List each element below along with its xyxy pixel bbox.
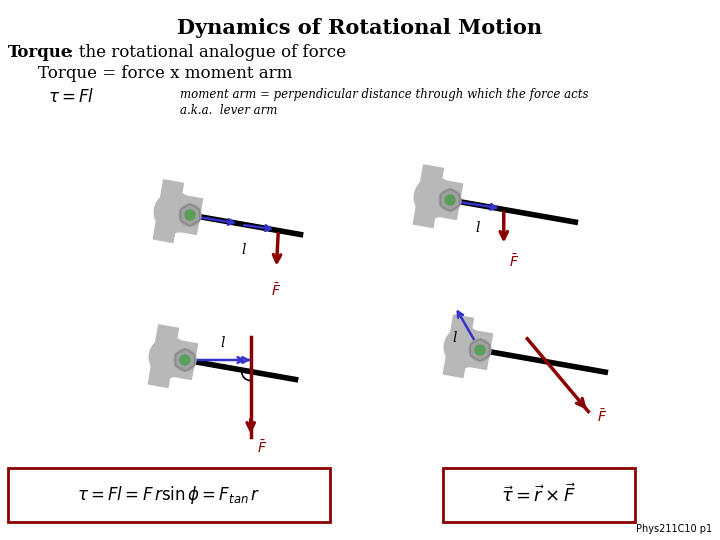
Polygon shape	[413, 212, 435, 227]
Polygon shape	[422, 165, 444, 180]
Text: $\bar{F}$: $\bar{F}$	[257, 440, 267, 456]
Circle shape	[469, 339, 491, 361]
Circle shape	[149, 337, 189, 377]
Circle shape	[414, 177, 454, 217]
Circle shape	[444, 327, 485, 367]
Polygon shape	[444, 362, 465, 377]
Polygon shape	[157, 325, 179, 340]
Polygon shape	[161, 180, 184, 195]
FancyBboxPatch shape	[8, 468, 330, 522]
Polygon shape	[148, 372, 170, 388]
Circle shape	[180, 355, 190, 365]
Text: $\tau = Fl$: $\tau = Fl$	[48, 88, 94, 106]
Text: Phys211C10 p1: Phys211C10 p1	[636, 524, 712, 534]
Circle shape	[445, 195, 455, 205]
Circle shape	[475, 345, 485, 355]
Text: l: l	[452, 331, 456, 345]
Text: l: l	[476, 221, 480, 235]
Text: $\tau = Fl = F\,r\sin\phi = F_{tan}\,r$: $\tau = Fl = F\,r\sin\phi = F_{tan}\,r$	[77, 484, 261, 506]
Polygon shape	[446, 327, 492, 369]
Text: l: l	[242, 242, 246, 256]
Circle shape	[179, 204, 201, 226]
Text: Torque: Torque	[8, 44, 73, 61]
Circle shape	[154, 192, 194, 232]
FancyBboxPatch shape	[443, 468, 635, 522]
Text: $\vec{\tau} = \vec{r} \times \vec{F}$: $\vec{\tau} = \vec{r} \times \vec{F}$	[502, 484, 577, 507]
Polygon shape	[156, 192, 202, 234]
Circle shape	[439, 189, 461, 211]
Text: $\bar{F}$: $\bar{F}$	[271, 282, 282, 299]
Polygon shape	[150, 337, 197, 380]
Circle shape	[174, 349, 196, 371]
Circle shape	[185, 210, 195, 220]
Text: l: l	[220, 336, 225, 350]
Polygon shape	[451, 315, 473, 330]
Text: $\bar{F}$: $\bar{F}$	[598, 408, 608, 425]
Polygon shape	[415, 177, 462, 219]
Text: a.k.a.  lever arm: a.k.a. lever arm	[180, 104, 277, 117]
Polygon shape	[153, 227, 175, 242]
Text: Torque = force x moment arm: Torque = force x moment arm	[38, 65, 292, 82]
Text: $\bar{F}$: $\bar{F}$	[509, 253, 519, 271]
Text: Dynamics of Rotational Motion: Dynamics of Rotational Motion	[177, 18, 543, 38]
Text: : the rotational analogue of force: : the rotational analogue of force	[68, 44, 346, 61]
Text: moment arm = perpendicular distance through which the force acts: moment arm = perpendicular distance thro…	[180, 88, 588, 101]
